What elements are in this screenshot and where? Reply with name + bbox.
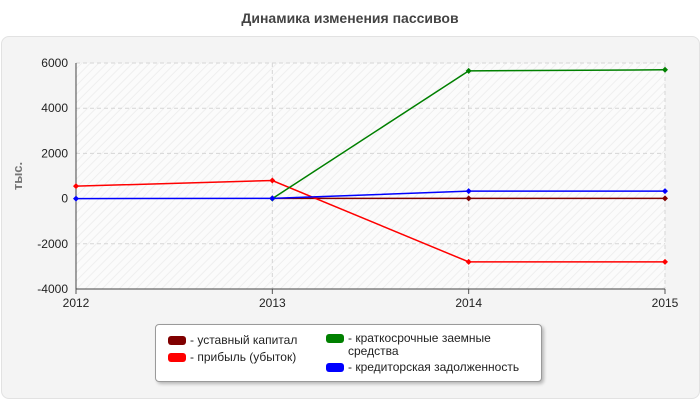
data-point [662,188,668,195]
legend: - уставный капитал - прибыль (убыток) - … [155,324,542,382]
y-tick-label: 2000 [41,146,68,160]
data-point [662,66,668,73]
data-point [73,195,79,202]
x-tick-label: 2013 [259,296,286,310]
legend-item-ustavny-kapital: - уставный капитал [168,334,318,347]
data-point [465,188,472,195]
legend-label: - уставный капитал [190,333,298,347]
data-point [465,67,472,74]
legend-swatch [326,334,344,343]
data-point [662,195,668,202]
legend-swatch [168,336,186,345]
y-tick-label: 6000 [41,56,68,70]
y-axis-label: тыс. [10,162,25,190]
data-point [269,177,276,184]
legend-item-kratkosrochnye-zaemnye: - краткосрочные заемные средства [326,332,536,358]
legend-swatch [168,353,186,362]
legend-label: - кредиторская задолженность [348,360,520,374]
data-point [465,258,472,265]
y-tick-label: -2000 [37,237,68,251]
y-tick-label: -4000 [37,282,68,296]
y-tick-label: 0 [61,192,68,206]
data-point [73,183,79,190]
y-tick-label: 4000 [41,101,68,115]
chart-title: Динамика изменения пассивов [241,10,459,26]
legend-label: - краткосрочные заемные средства [348,331,491,358]
series-line-3 [75,190,665,200]
x-tick-label: 2015 [652,296,679,310]
x-tick-label: 2012 [63,296,90,310]
series-line-1 [75,179,665,263]
x-tick-label: 2014 [455,296,482,310]
legend-item-kreditorskaya: - кредиторская задолженность [326,361,541,374]
legend-swatch [326,363,344,372]
data-point [465,195,472,202]
legend-item-pribyl: - прибыль (убыток) [168,351,318,364]
data-point [662,258,668,265]
plot-background [76,63,665,289]
data-point [269,195,276,202]
legend-label: - прибыль (убыток) [190,350,297,364]
